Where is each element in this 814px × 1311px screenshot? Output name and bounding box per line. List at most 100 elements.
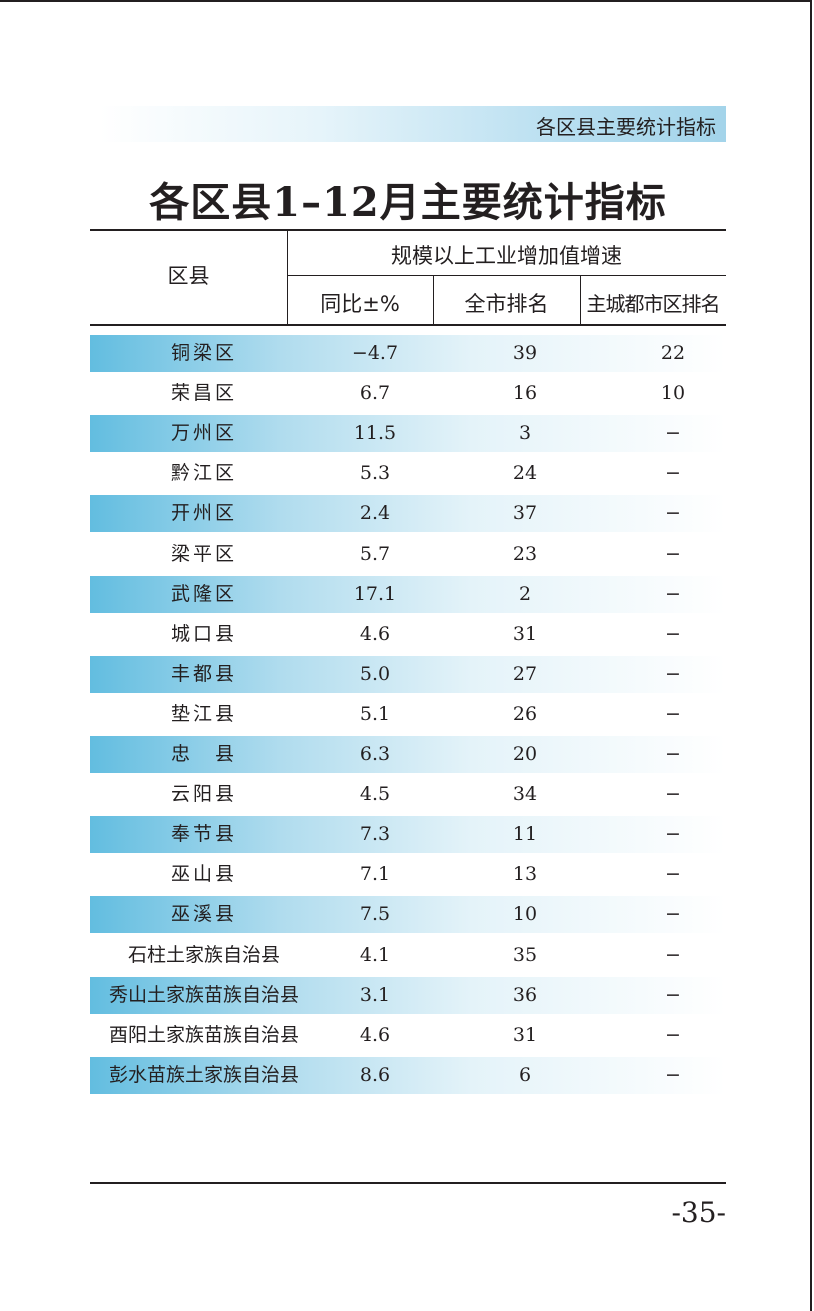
district-name: 开州区 [170,502,237,524]
yoy-growth: 5.7 [359,543,391,565]
main-urban-rank: − [665,1064,681,1086]
district-name: 巫山县 [170,863,237,885]
yoy-growth: 2.4 [359,502,391,524]
table-row: 开州区 2.4 37 − [90,495,726,532]
city-rank: 23 [512,543,538,565]
table-row: 巫溪县 7.5 10 − [90,896,726,933]
main-urban-rank: − [665,783,681,805]
yoy-growth: −4.7 [351,342,399,364]
city-rank: 26 [512,703,538,725]
district-name: 云阳县 [170,783,237,805]
yoy-growth: 4.5 [359,783,391,805]
yoy-growth: 4.6 [359,623,391,645]
district-name: 垫江县 [170,703,237,725]
yoy-growth: 3.1 [359,984,391,1006]
table-row: 云阳县 4.5 34 − [90,776,726,813]
yoy-growth: 7.1 [359,863,391,885]
table-row: 荣昌区 6.7 16 10 [90,375,726,412]
table-row: 石柱土家族自治县 4.1 35 − [90,937,726,974]
page-number: -35- [671,1196,726,1229]
main-urban-rank: 22 [660,342,686,364]
district-name: 梁平区 [170,543,237,565]
city-rank: 31 [512,1024,538,1046]
district-name: 丰都县 [170,663,237,685]
city-rank: 24 [512,462,538,484]
yoy-growth: 17.1 [353,583,397,605]
district-name: 奉节县 [170,823,237,845]
city-rank: 6 [518,1064,532,1086]
main-urban-rank: − [665,984,681,1006]
header-divider-3 [580,276,581,325]
table-row: 酉阳土家族苗族自治县 4.6 31 − [90,1017,726,1054]
col-header-district: 区县 [167,264,210,288]
city-rank: 13 [512,863,538,885]
district-name: 武隆区 [170,583,237,605]
city-rank: 31 [512,623,538,645]
main-urban-rank: − [665,583,681,605]
table-row: 丰都县 5.0 27 − [90,656,726,693]
main-urban-rank: − [665,663,681,685]
district-name: 石柱土家族自治县 [127,944,280,966]
city-rank: 34 [512,783,538,805]
header-group-rule [287,275,726,276]
col-header-city-rank: 全市排名 [464,292,549,316]
table-row: 秀山土家族苗族自治县 3.1 36 − [90,977,726,1014]
yoy-growth: 11.5 [353,422,397,444]
col-header-main-rank: 主城都市区排名 [586,292,721,316]
running-head-text: 各区县主要统计指标 [536,115,716,139]
table-row: 铜梁区 −4.7 39 22 [90,335,726,372]
yoy-growth: 5.3 [359,462,391,484]
main-urban-rank: − [665,543,681,565]
yoy-growth: 8.6 [359,1064,391,1086]
city-rank: 10 [512,903,538,925]
yoy-growth: 5.1 [359,703,391,725]
table-row: 彭水苗族土家族自治县 8.6 6 − [90,1057,726,1094]
col-header-group: 规模以上工业增加值增速 [391,244,622,268]
header-divider-2 [433,276,434,325]
header-divider-1 [287,230,288,325]
main-urban-rank: − [665,743,681,765]
table-row: 黔江区 5.3 24 − [90,455,726,492]
city-rank: 37 [512,502,538,524]
main-urban-rank: − [665,1024,681,1046]
yoy-growth: 5.0 [359,663,391,685]
city-rank: 36 [512,984,538,1006]
city-rank: 39 [512,342,538,364]
page-title: 各区县1–12月主要统计指标 [149,179,667,226]
yoy-growth: 7.5 [359,903,391,925]
city-rank: 35 [512,944,538,966]
table-row: 万州区 11.5 3 − [90,415,726,452]
main-urban-rank: − [665,903,681,925]
city-rank: 3 [518,422,532,444]
district-name: 忠 县 [170,743,237,765]
main-urban-rank: 10 [660,382,686,404]
city-rank: 2 [518,583,532,605]
yoy-growth: 4.1 [359,944,391,966]
col-header-yoy: 同比±% [320,292,400,316]
district-name: 彭水苗族土家族自治县 [108,1064,299,1086]
main-urban-rank: − [665,823,681,845]
district-name: 荣昌区 [170,382,237,404]
main-urban-rank: − [665,462,681,484]
table-row: 奉节县 7.3 11 − [90,816,726,853]
district-name: 铜梁区 [170,342,237,364]
header-bottom-rule [90,324,726,326]
main-urban-rank: − [665,944,681,966]
district-name: 巫溪县 [170,903,237,925]
city-rank: 11 [512,823,538,845]
district-name: 酉阳土家族苗族自治县 [108,1024,299,1046]
table-row: 巫山县 7.1 13 − [90,856,726,893]
footer-rule [90,1182,726,1184]
table-row: 垫江县 5.1 26 − [90,696,726,733]
city-rank: 16 [512,382,538,404]
yoy-growth: 7.3 [359,823,391,845]
main-urban-rank: − [665,623,681,645]
table-row: 梁平区 5.7 23 − [90,536,726,573]
district-name: 黔江区 [170,462,237,484]
city-rank: 27 [512,663,538,685]
yoy-growth: 6.3 [359,743,391,765]
yoy-growth: 6.7 [359,382,391,404]
table-row: 城口县 4.6 31 − [90,616,726,653]
main-urban-rank: − [665,502,681,524]
district-name: 城口县 [170,623,237,645]
